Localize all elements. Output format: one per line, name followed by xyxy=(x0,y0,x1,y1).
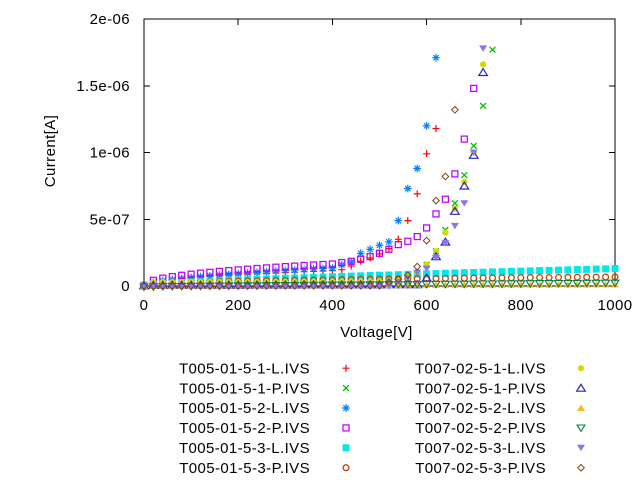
svg-text:T005-01-5-1-L.IVS: T005-01-5-1-L.IVS xyxy=(179,360,310,377)
svg-text:T007-02-5-1-L.IVS: T007-02-5-1-L.IVS xyxy=(415,360,546,377)
svg-text:1e-06: 1e-06 xyxy=(90,145,130,162)
svg-text:0: 0 xyxy=(140,297,149,314)
svg-text:Current[A]: Current[A] xyxy=(42,115,59,187)
svg-text:800: 800 xyxy=(508,297,534,314)
svg-text:T005-01-5-3-P.IVS: T005-01-5-3-P.IVS xyxy=(179,460,310,477)
svg-text:T007-02-5-1-P.IVS: T007-02-5-1-P.IVS xyxy=(415,380,546,397)
svg-text:2e-06: 2e-06 xyxy=(90,11,130,28)
svg-text:T005-01-5-3-L.IVS: T005-01-5-3-L.IVS xyxy=(179,440,310,457)
svg-text:T007-02-5-3-P.IVS: T007-02-5-3-P.IVS xyxy=(415,460,546,477)
svg-text:600: 600 xyxy=(413,297,439,314)
svg-text:1000: 1000 xyxy=(598,297,633,314)
svg-text:200: 200 xyxy=(225,297,251,314)
svg-text:1.5e-06: 1.5e-06 xyxy=(76,78,130,95)
svg-text:T007-02-5-2-P.IVS: T007-02-5-2-P.IVS xyxy=(415,420,546,437)
svg-text:T005-01-5-1-P.IVS: T005-01-5-1-P.IVS xyxy=(179,380,310,397)
svg-text:0: 0 xyxy=(121,278,130,295)
svg-text:Voltage[V]: Voltage[V] xyxy=(340,324,412,341)
svg-text:5e-07: 5e-07 xyxy=(90,211,130,228)
svg-text:T005-01-5-2-L.IVS: T005-01-5-2-L.IVS xyxy=(179,400,310,417)
svg-text:T005-01-5-2-P.IVS: T005-01-5-2-P.IVS xyxy=(179,420,310,437)
svg-text:T007-02-5-3-L.IVS: T007-02-5-3-L.IVS xyxy=(415,440,546,457)
svg-text:400: 400 xyxy=(319,297,345,314)
svg-text:T007-02-5-2-L.IVS: T007-02-5-2-L.IVS xyxy=(415,400,546,417)
